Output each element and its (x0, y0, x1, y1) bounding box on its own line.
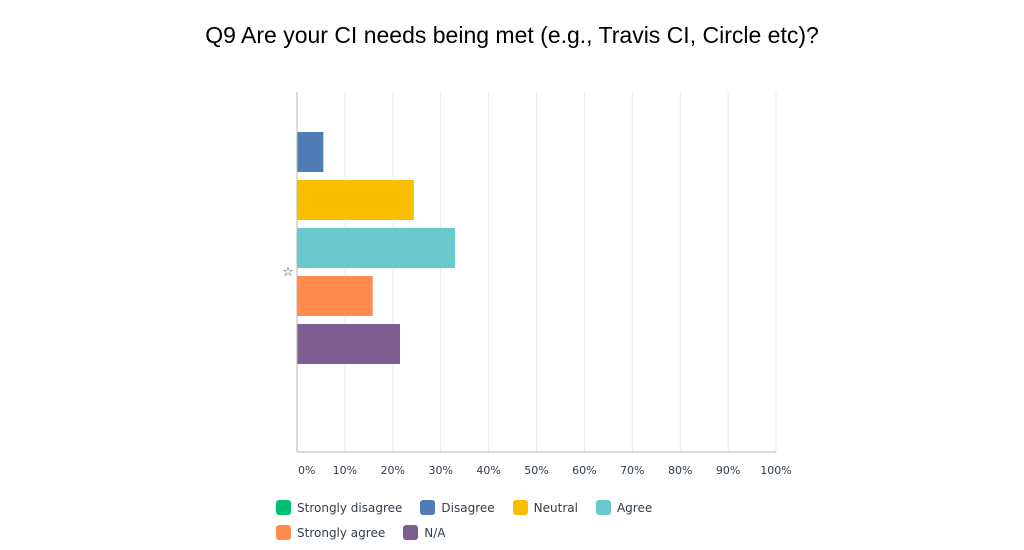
legend-swatch (420, 500, 436, 515)
bar-agree[interactable] (297, 228, 456, 268)
legend-item-agree[interactable]: Agree (595, 500, 653, 515)
axes (296, 92, 776, 453)
bar-neutral[interactable] (297, 180, 414, 220)
legend-label: Strongly agree (297, 525, 386, 540)
x-tick-label: 30% (428, 464, 452, 477)
x-tick-label: 10% (333, 464, 357, 477)
x-tick-label: 70% (620, 464, 644, 477)
legend-item-disagree[interactable]: Disagree (420, 500, 495, 515)
legend-label: Agree (616, 500, 653, 515)
x-tick-label: 100% (760, 464, 791, 477)
category-star-icon: ☆ (282, 265, 294, 280)
x-tick-label: 80% (668, 464, 692, 477)
legend-swatch (512, 500, 528, 515)
bars (297, 132, 456, 364)
bar-n-a[interactable] (297, 324, 401, 364)
legend-item-neutral[interactable]: Neutral (512, 500, 578, 515)
x-tick-label: 50% (524, 464, 548, 477)
bar-strongly-agree[interactable] (297, 276, 373, 316)
x-tick-label: 20% (381, 464, 405, 477)
x-tick-label: 60% (572, 464, 596, 477)
legend-item-strongly-agree[interactable]: Strongly agree (276, 525, 385, 540)
x-tick-label: 90% (716, 464, 740, 477)
bar-disagree[interactable] (297, 132, 324, 172)
legend-label: Strongly disagree (297, 500, 403, 515)
x-tick-label: 0% (298, 464, 315, 477)
legend-swatch (276, 500, 291, 515)
chart-title: Q9 Are your CI needs being met (e.g., Tr… (205, 22, 819, 48)
legend-label: Neutral (533, 500, 578, 515)
legend-item-n-a[interactable]: N/A (403, 525, 445, 540)
axis-labels: 0% 10% 20% 30% 40% 50% 60% 70% 80% 90% 100% ☆ (282, 265, 792, 477)
legend-swatch (276, 525, 291, 540)
legend-swatch (403, 525, 419, 540)
legend-item-strongly-disagree[interactable]: Strongly disagree (276, 500, 402, 515)
legend: Strongly disagree Disagree Neutral Agree Str… (276, 500, 716, 540)
legend-label: Disagree (441, 500, 495, 515)
legend-label: N/A (424, 525, 446, 540)
x-tick-label: 40% (476, 464, 500, 477)
legend-swatch (595, 500, 611, 515)
gridlines (344, 92, 777, 452)
